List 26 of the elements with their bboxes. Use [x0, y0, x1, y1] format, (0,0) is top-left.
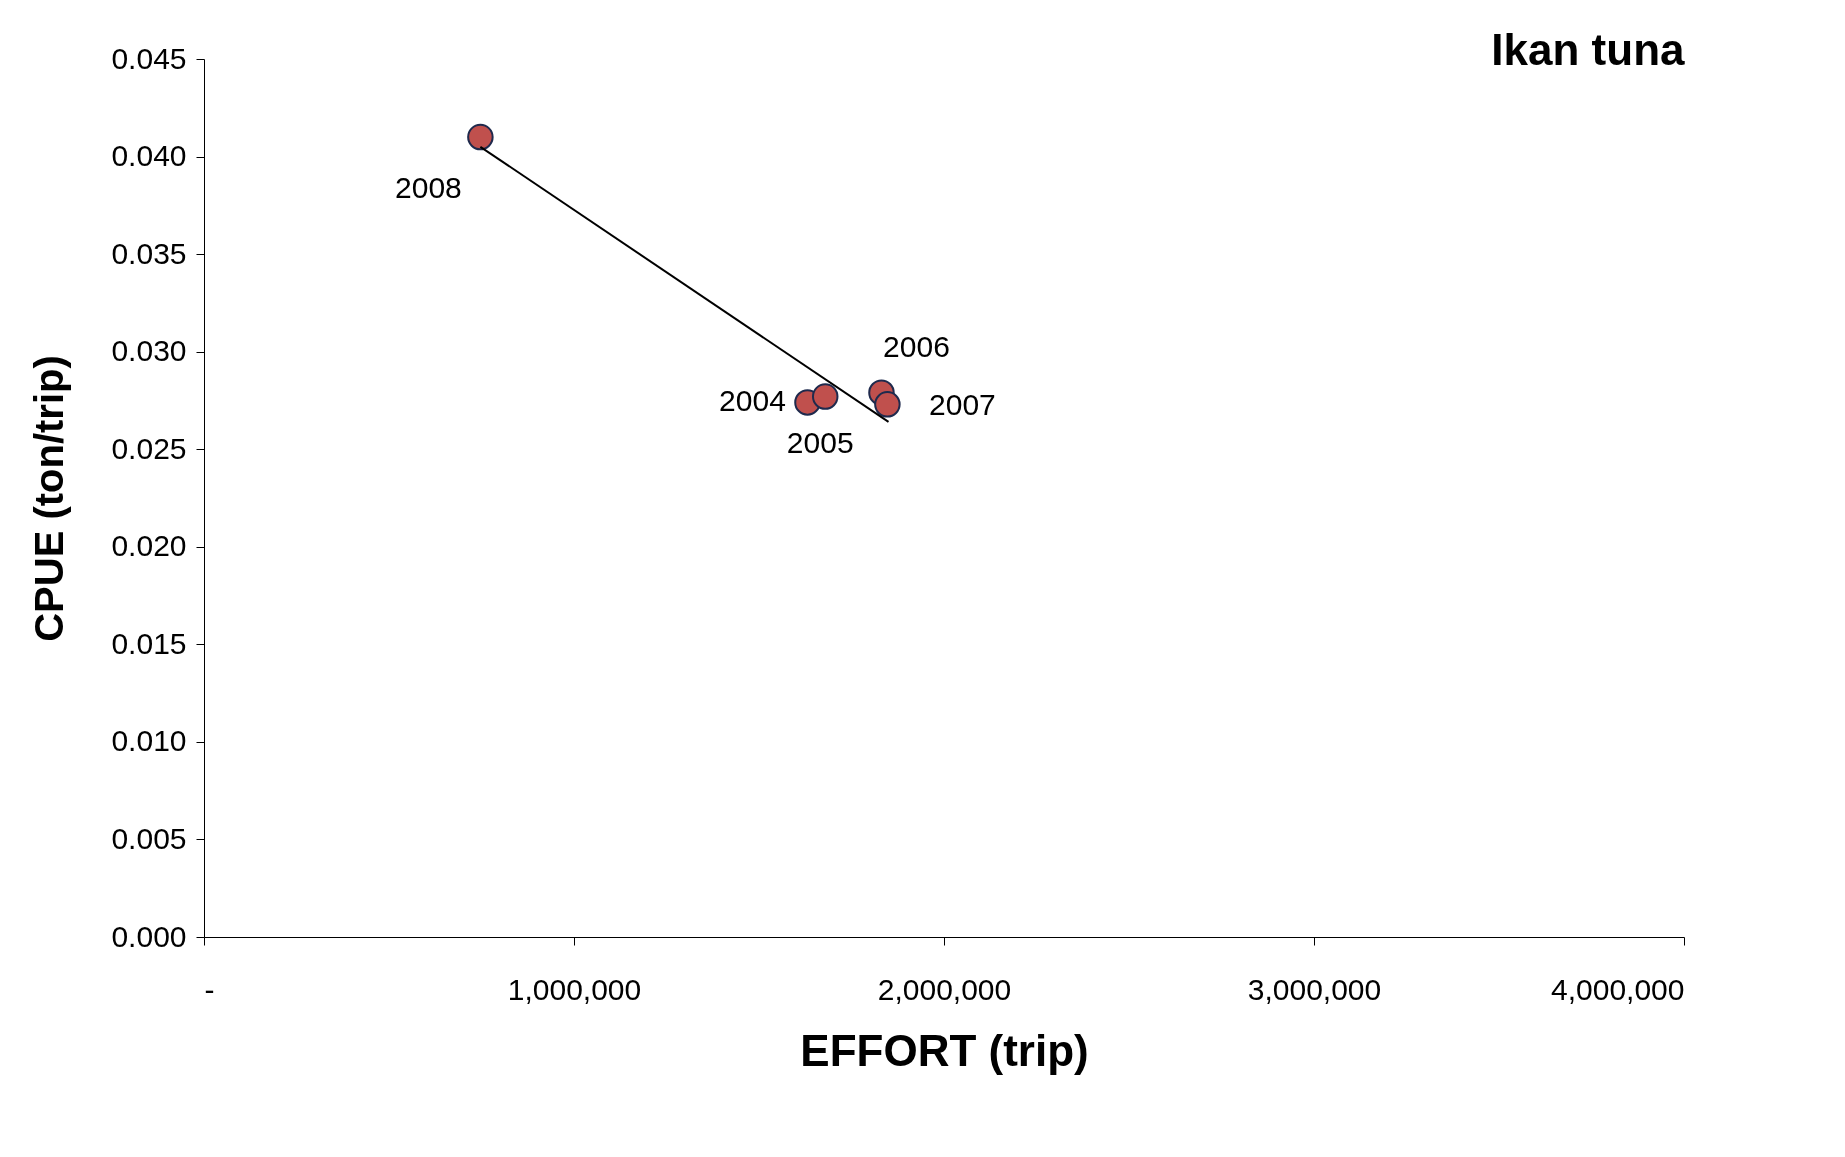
y-tick-label: 0.015 — [111, 626, 187, 660]
y-tick-label: 0.005 — [111, 821, 187, 855]
y-axis-title: CPUE (ton/trip) — [27, 355, 72, 642]
y-tick-label: 0.020 — [111, 529, 187, 563]
annotation: 2004 — [719, 384, 786, 418]
point — [811, 383, 839, 410]
x-tick-label: 4,000,000 — [1551, 972, 1685, 1006]
annotation: 2005 — [786, 425, 854, 459]
annotation: 2008 — [395, 171, 462, 205]
annotation: 2006 — [883, 329, 950, 363]
y-tick-label: 0.035 — [111, 236, 187, 270]
x-tick-label: 3,000,000 — [1247, 972, 1382, 1006]
y-tick-label: 0.000 — [111, 919, 187, 953]
point — [874, 391, 901, 418]
y-tick-label: 0.040 — [111, 139, 187, 173]
x-tick-label: - — [204, 972, 215, 1006]
x-tick-label: 2,000,000 — [877, 972, 1012, 1006]
y-tick-label: 0.010 — [111, 724, 187, 758]
x-axis-title: EFFORT (trip) — [800, 1025, 1089, 1075]
annotation: 2007 — [929, 388, 996, 422]
y-tick-label: 0.025 — [111, 431, 187, 465]
point — [467, 123, 494, 151]
y-tick-label: 0.045 — [111, 41, 187, 75]
y-tick-label: 0.030 — [111, 334, 187, 368]
x-tick-label: 1,000,000 — [507, 972, 642, 1006]
chart-title: Ikan tuna — [1491, 25, 1686, 74]
